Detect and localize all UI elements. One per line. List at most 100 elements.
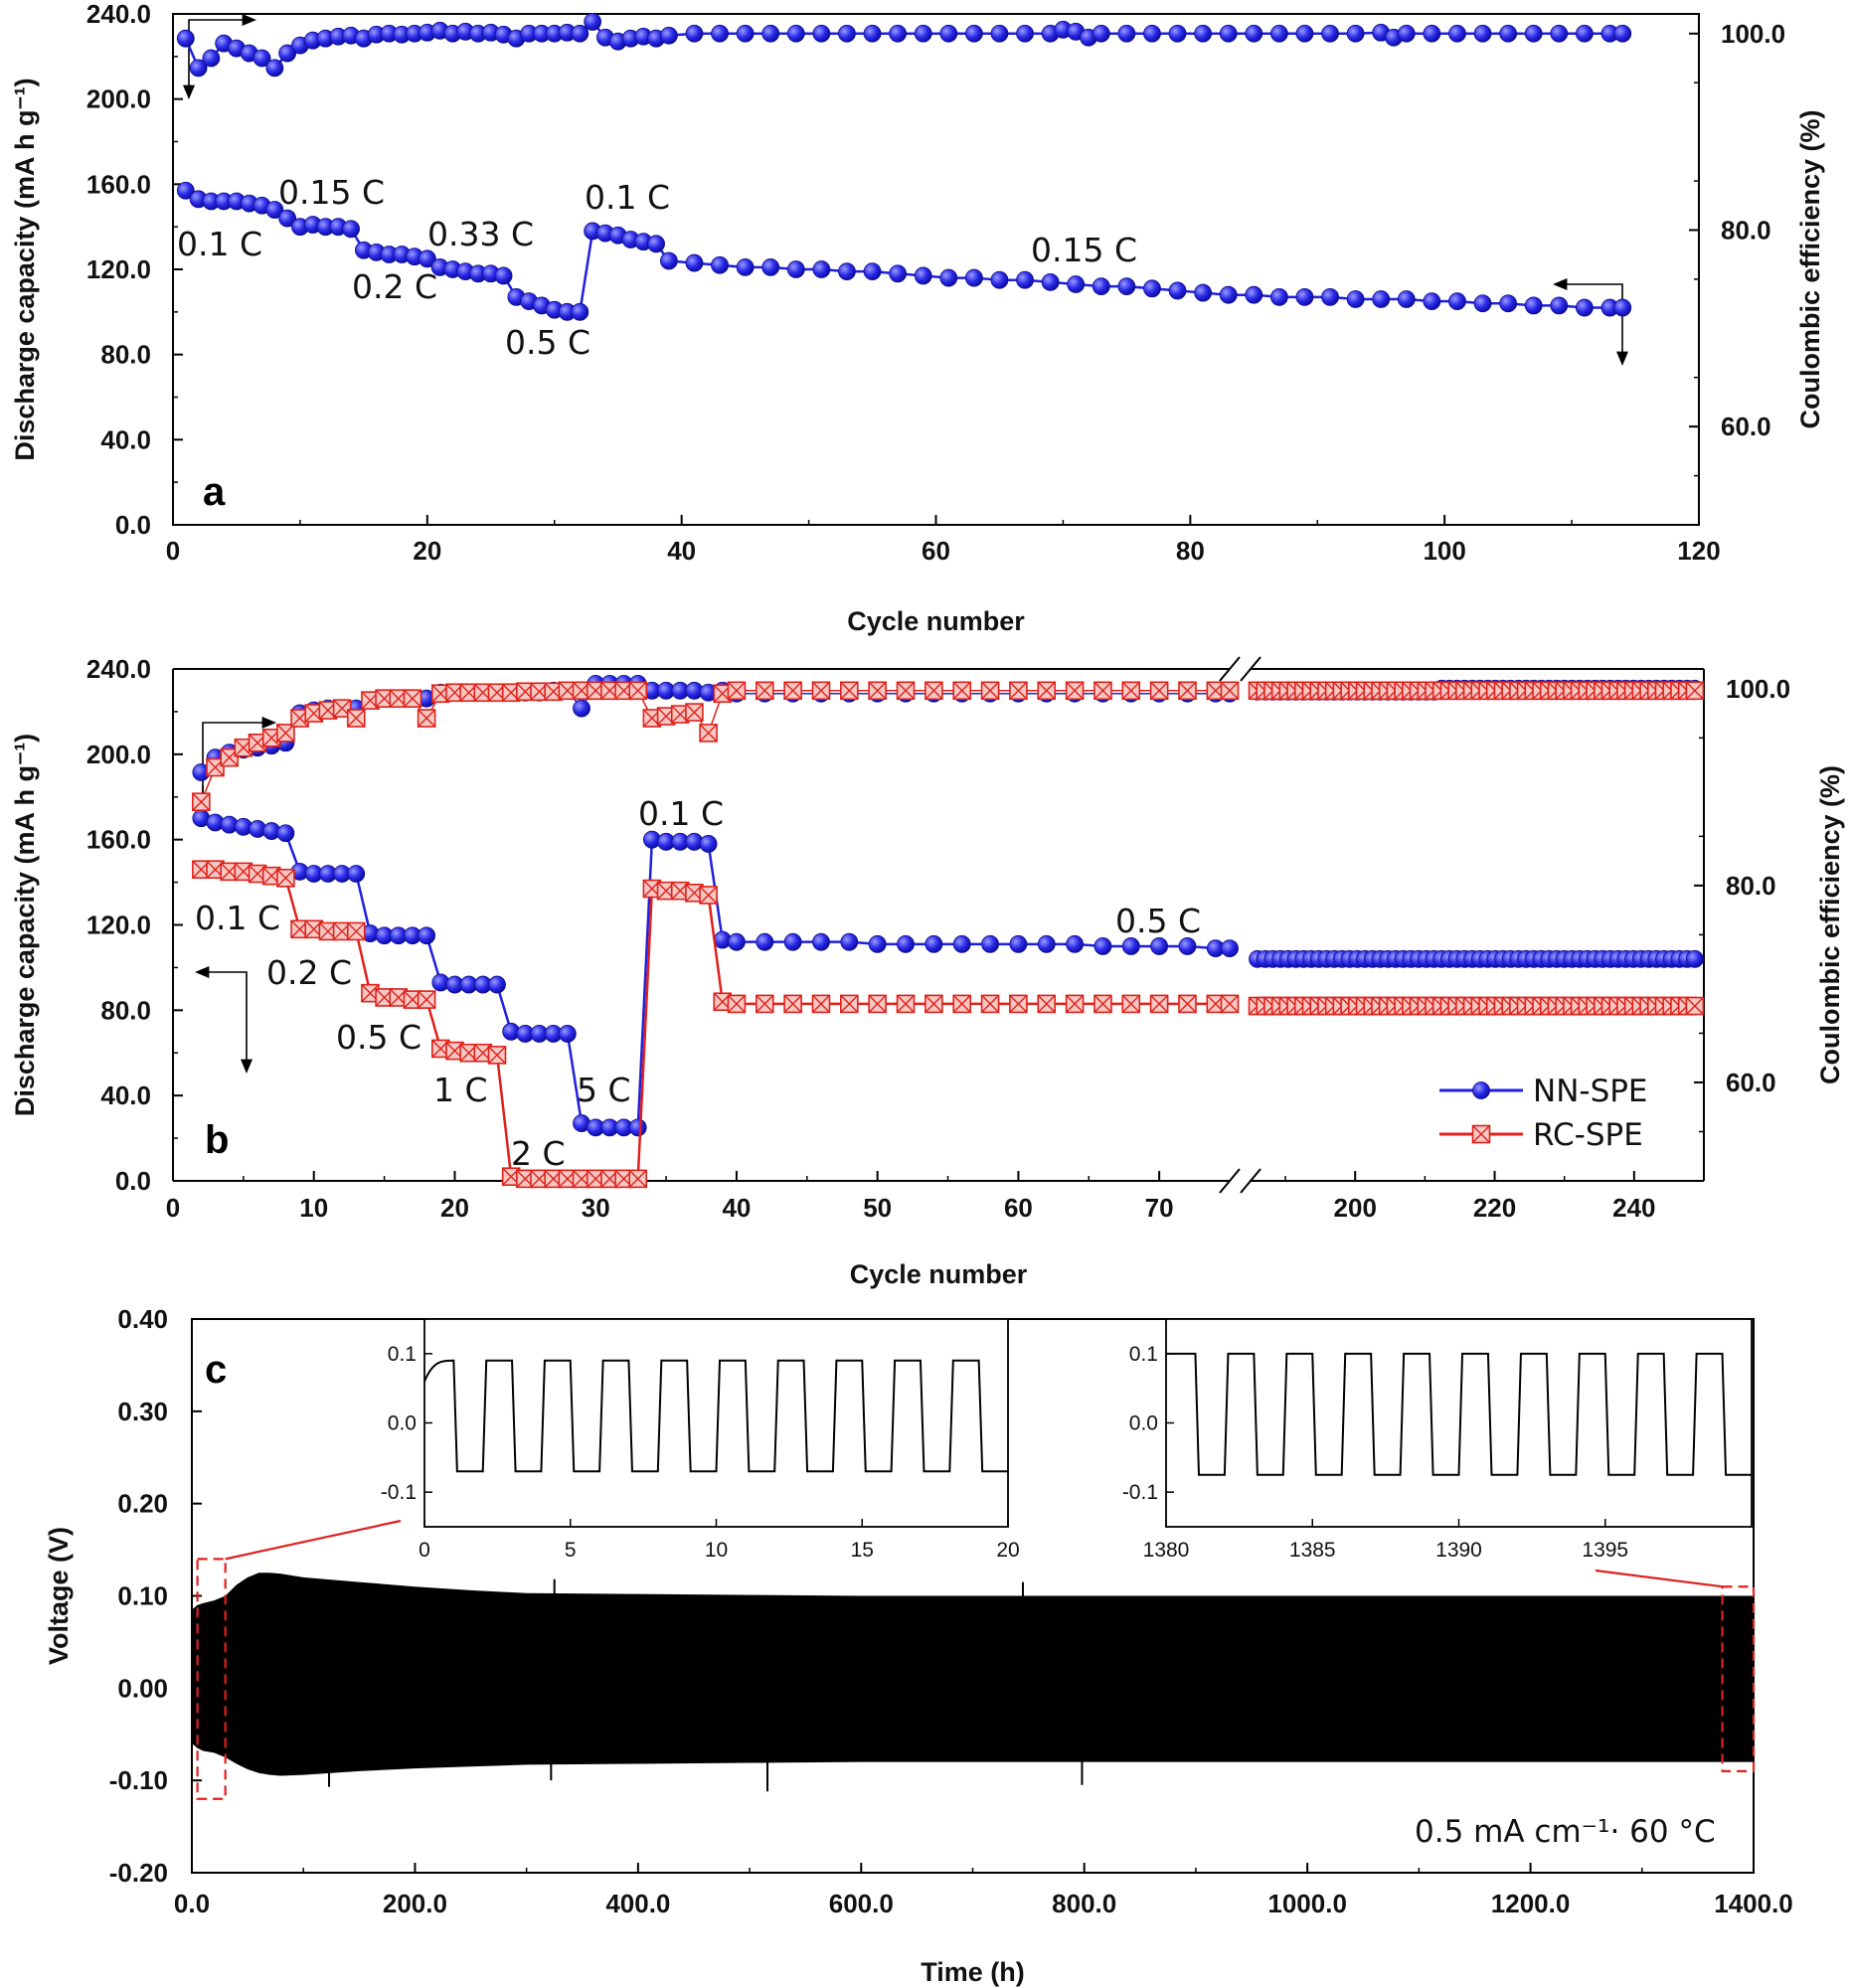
panel-c-ylabel: Voltage (V) xyxy=(44,1527,74,1665)
panel-b-rc-spe-efficiency-point xyxy=(1009,681,1028,701)
panel-b-rc-spe-efficiency-point xyxy=(840,681,859,701)
panel-b-rc-spe-efficiency-point xyxy=(952,681,972,701)
panel-c-xtick-label: 0.0 xyxy=(174,1889,210,1918)
panel-b-rc-spe-capacity-point xyxy=(952,994,972,1014)
panel-b-nn-spe-capacity-point xyxy=(840,932,859,951)
panel-b-rc-spe-efficiency-point-cross xyxy=(840,681,859,700)
panel-b-ytick-label: 120.0 xyxy=(86,911,151,940)
panel-b-rc-spe-capacity-point-cross xyxy=(1121,994,1140,1013)
panel-b-nn-spe-capacity-point xyxy=(812,932,830,951)
panel-a-rate-label: 0.1 C xyxy=(177,225,262,263)
panel-a-efficiency-point xyxy=(1397,24,1416,43)
panel-a-capacity-point xyxy=(1194,283,1213,302)
panel-a-capacity-point xyxy=(418,249,436,268)
panel-b-nn-spe-capacity-point-dense xyxy=(1685,949,1704,968)
panel-a-rate-label: 0.15 C xyxy=(278,173,385,212)
panel-b-rc-spe-efficiency-point xyxy=(1121,681,1141,701)
panel-a-capacity-point xyxy=(1473,294,1492,313)
panel-b-xtick-label: 10 xyxy=(299,1193,328,1223)
inset-xtick-label: 1390 xyxy=(1435,1539,1482,1562)
inset-ytick-label: -0.1 xyxy=(1122,1481,1158,1504)
panel-a-efficiency-point xyxy=(1473,24,1492,43)
panel-a-efficiency-point xyxy=(278,44,297,63)
panel-b-ytick-label: 160.0 xyxy=(86,825,151,855)
inset-xtick-label: 1385 xyxy=(1289,1539,1336,1562)
panel-b-rc-spe-efficiency-point-dense-cross xyxy=(1685,681,1704,700)
panel-b-rc-spe-efficiency-point xyxy=(220,747,239,767)
inset-xtick-label: 0 xyxy=(419,1539,430,1562)
panel-a-rate-label: 0.15 C xyxy=(1031,231,1137,269)
panel-a-efficiency-point xyxy=(1016,24,1034,43)
panel-b-ytick-label: 40.0 xyxy=(100,1080,151,1110)
panel-b-rc-spe-capacity-point-cross xyxy=(628,1169,647,1188)
panel-b-rc-spe-efficiency-point xyxy=(868,681,887,701)
panel-b-xtick-label: 20 xyxy=(440,1193,469,1223)
panel-a-capacity-point xyxy=(736,257,755,276)
panel-a-efficiency-point xyxy=(584,13,602,31)
panel-a-capacity-point xyxy=(1397,290,1416,308)
panel-a-ytick-label: 120.0 xyxy=(86,254,151,284)
panel-b-y2tick-label: 80.0 xyxy=(1726,871,1776,901)
panel-b-y2tick-label: 100.0 xyxy=(1726,674,1790,704)
panel-b-rc-spe-efficiency-point-cross xyxy=(868,681,887,700)
panel-a-rate-label: 0.2 C xyxy=(352,267,437,306)
legend-marker-nn-spe xyxy=(1472,1081,1490,1099)
panel-a-efficiency-point xyxy=(1219,24,1238,43)
panel-c-condition-annotation: 0.5 mA cm⁻¹· 60 °C xyxy=(1415,1814,1716,1850)
panel-a-efficiency-point xyxy=(1194,24,1213,43)
panel-c-xtick-label: 1400.0 xyxy=(1714,1889,1793,1918)
panel-a-efficiency-point xyxy=(990,24,1009,43)
panel-a-capacity-point xyxy=(990,270,1009,289)
panel-b-rc-spe-efficiency-point xyxy=(332,699,352,718)
panel-a-capacity-point xyxy=(1372,290,1391,308)
panel-b-rc-spe-capacity-point xyxy=(925,994,943,1014)
panel-b-rate-label: 0.2 C xyxy=(266,953,352,992)
panel-a-capacity-point xyxy=(939,268,958,287)
panel-b-nn-spe-capacity-point xyxy=(925,934,943,953)
panel-a-xtick-label: 100 xyxy=(1423,536,1465,566)
panel-a-cap-arrow-head xyxy=(183,84,195,99)
panel-b-rc-spe-efficiency-point-cross xyxy=(727,681,746,700)
panel-a-capacity-point xyxy=(964,268,983,287)
panel-b-rc-spe-efficiency-point xyxy=(459,683,478,703)
panel-b-nn-spe-capacity-point xyxy=(897,934,915,953)
panel-b-xtick-label: 200 xyxy=(1334,1193,1377,1223)
panel-a-capacity-point xyxy=(1041,272,1060,291)
panel-a-efficiency-point xyxy=(914,24,932,43)
panel-a-capacity-point xyxy=(1321,287,1339,306)
panel-b-nn-spe-capacity-point xyxy=(1121,937,1140,955)
panel-b-rc-spe-capacity-point xyxy=(755,994,774,1014)
panel-b-rc-spe-efficiency-point xyxy=(1037,681,1057,701)
panel-b-nn-spe-capacity-point xyxy=(347,865,366,883)
panel-b-rc-spe-capacity-point xyxy=(1009,994,1028,1014)
panel-a-capacity-point xyxy=(278,209,297,228)
panel-b-rc-spe-efficiency-point-cross xyxy=(783,681,802,700)
panel-a-capacity-point xyxy=(659,251,678,270)
panel-a-efficiency-point xyxy=(1269,24,1288,43)
panel-b-rc-spe-capacity-point-cross xyxy=(1009,994,1028,1013)
panel-a-right-arrow-line xyxy=(1563,283,1623,356)
panel-a-xtick-label: 40 xyxy=(667,536,696,566)
panel-a-ytick-label: 80.0 xyxy=(100,340,151,370)
panel-b-rc-spe-efficiency-point-cross xyxy=(418,709,436,728)
panel-b-xtick-label: 60 xyxy=(1004,1193,1033,1223)
panel-b-xtick-label: 30 xyxy=(582,1193,610,1223)
panel-c-xtick-label: 1200.0 xyxy=(1491,1889,1571,1918)
inset-voltage-trace xyxy=(1166,1352,1752,1476)
panel-b-rc-spe-efficiency-point-cross xyxy=(925,681,943,700)
panel-a-rate-label: 0.1 C xyxy=(585,178,670,217)
panel-b-nn-spe-capacity-point xyxy=(756,932,774,951)
panel-a-efficiency-point xyxy=(1117,24,1136,43)
panel-a-capacity-point xyxy=(571,302,589,321)
panel-b-rc-spe-efficiency-point xyxy=(346,709,366,728)
panel-a-efficiency-point xyxy=(1550,24,1569,43)
panel-b-nn-spe-capacity-point xyxy=(1178,937,1197,955)
panel-b-nn-spe-capacity-point xyxy=(488,975,506,994)
panel-a-capacity-point xyxy=(786,260,805,278)
panel-b-nn-spe-capacity-point xyxy=(783,932,802,951)
panel-b-rc-spe-capacity-point-cross xyxy=(699,886,718,905)
panel-c-ytick-label: 0.40 xyxy=(117,1304,168,1334)
panel-b-rc-spe-efficiency-point xyxy=(925,681,943,701)
inset-xtick-label: 5 xyxy=(565,1539,577,1562)
panel-a-efficiency-point xyxy=(685,24,704,43)
